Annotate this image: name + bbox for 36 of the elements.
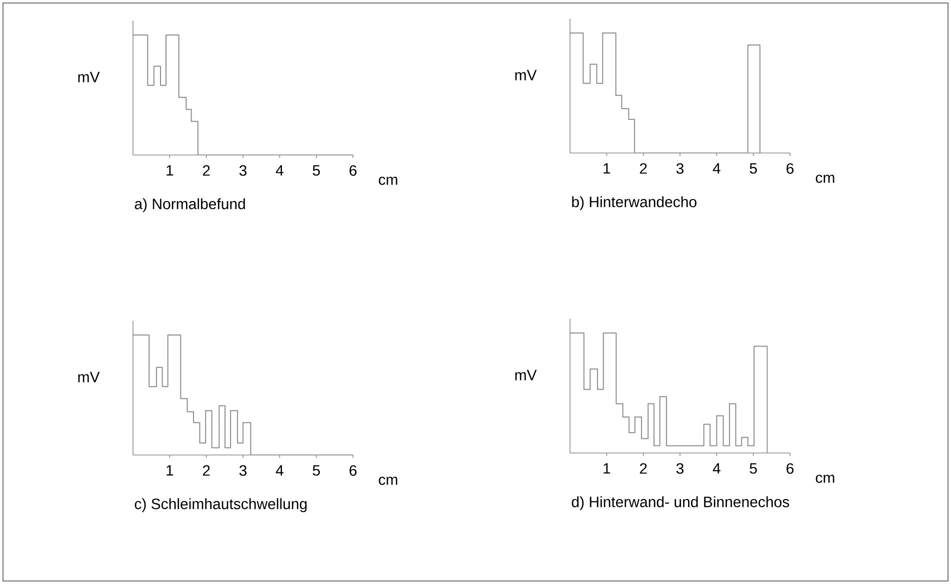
x-tick-label: 2	[640, 463, 647, 474]
x-tick-label: 6	[786, 463, 794, 474]
x-tick-label: 6	[786, 163, 794, 174]
text: b) Hinterwandecho	[572, 196, 696, 210]
y-axis-title: mV	[78, 372, 100, 382]
x-tick-label: 1	[604, 463, 610, 474]
x-tick-label: 1	[166, 165, 174, 176]
y-axis-title: mV	[515, 370, 537, 380]
x-tick-label: 3	[676, 163, 684, 174]
x-tick-label: 2	[202, 165, 210, 176]
text: c) Schleimhautschwellung	[134, 498, 307, 512]
x-tick-label: 1	[604, 163, 610, 174]
x-tick-label: 5	[312, 465, 320, 476]
x-axis-title: cm	[378, 476, 398, 485]
x-tick-label: 5	[750, 463, 757, 474]
x-tick-label: 3	[239, 165, 247, 176]
x-tick-label: 4	[276, 465, 284, 476]
x-tick-label: 6	[350, 165, 357, 176]
x-axis-title: cm	[378, 176, 398, 185]
x-tick-label: 4	[276, 165, 284, 176]
x-tick-label: 3	[239, 465, 247, 476]
x-tick-label: 4	[712, 163, 720, 174]
x-tick-label: 2	[640, 163, 647, 174]
x-tick-label: 3	[676, 463, 684, 474]
y-axis-title: mV	[515, 70, 537, 80]
x-tick-label: 4	[712, 463, 720, 474]
x-tick-label: 1	[166, 465, 174, 476]
x-tick-label: 2	[202, 465, 210, 476]
x-tick-label: 6	[350, 465, 357, 476]
y-axis-title: mV	[78, 72, 100, 82]
x-tick-label: 5	[750, 163, 757, 174]
x-axis-title: cm	[816, 474, 834, 483]
text: d) Hinterwand- und Binnenechos	[572, 496, 790, 510]
text: a) Normalbefund	[134, 198, 245, 212]
x-axis-title: cm	[816, 174, 834, 183]
x-tick-label: 5	[312, 165, 320, 176]
